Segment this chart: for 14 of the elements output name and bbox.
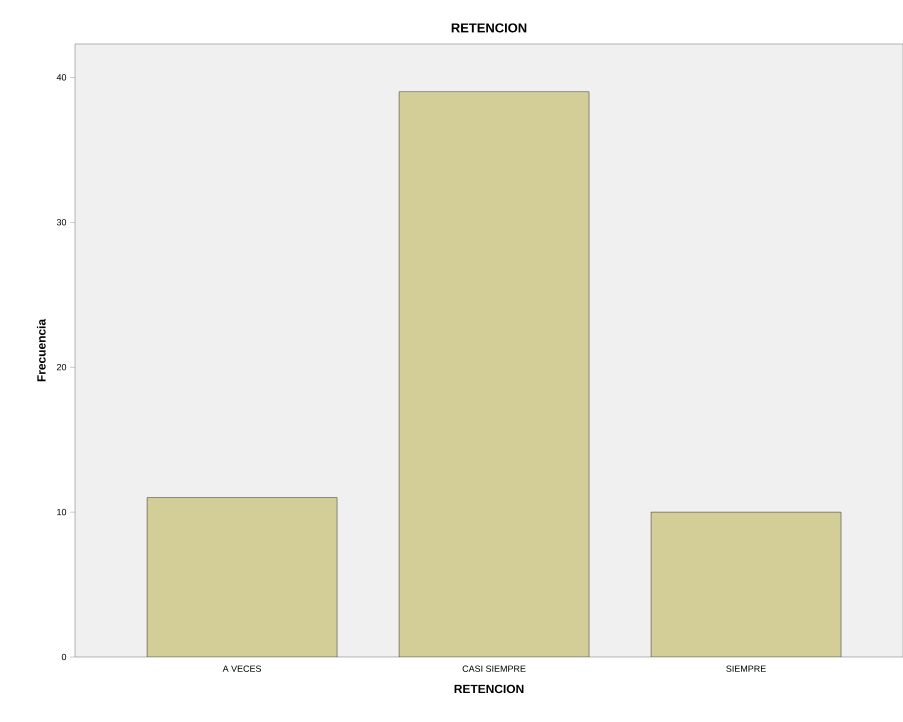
- bar: [650, 512, 842, 657]
- bar: [398, 92, 590, 657]
- chart-title: RETENCION: [452, 23, 526, 32]
- x-tick-label: SIEMPRE: [726, 666, 766, 672]
- y-tick-label: 0: [62, 654, 66, 660]
- x-tick-label: A VECES: [222, 666, 262, 672]
- y-tick-label: 10: [57, 508, 66, 516]
- y-tick-label: 20: [56, 364, 66, 370]
- y-axis-title: Frecuencia: [36, 318, 46, 382]
- x-axis-title: RETENCION: [454, 684, 524, 694]
- x-tick-label: CASI SIEMPRE: [462, 666, 526, 672]
- bar: [147, 498, 338, 657]
- y-tick-label: 40: [56, 74, 66, 81]
- y-tick-label: 30: [56, 219, 66, 226]
